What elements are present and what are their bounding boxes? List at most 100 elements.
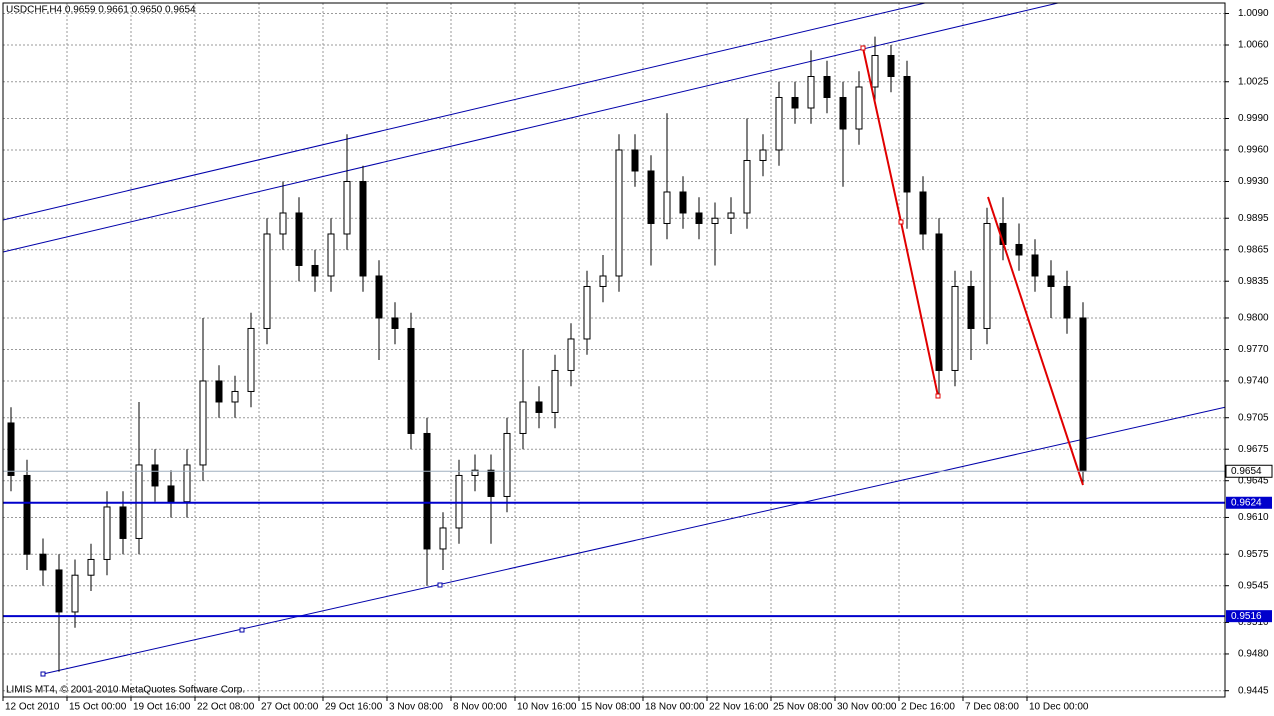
candle-body [1015,243,1023,256]
candle-body [887,54,895,77]
candle-body [439,527,447,550]
candle-body [823,75,831,98]
y-tick-label: 0.9610 [1238,512,1269,523]
y-tick-label: 0.9835 [1238,276,1269,287]
candle-body [615,149,623,277]
anchor-point [935,393,941,399]
x-tick-label: 30 Nov 00:00 [837,702,897,713]
zigzag-line [987,196,1084,486]
x-tick-label: 10 Dec 00:00 [1029,702,1089,713]
x-tick-label: 15 Oct 00:00 [69,702,127,713]
candle-body [583,285,591,340]
candle-body [1079,317,1087,472]
anchor-point [437,582,443,588]
candle-body [311,264,319,277]
candle-body [455,474,463,529]
candle-body [23,474,31,555]
y-tick-label: 1.0090 [1238,8,1269,19]
x-tick-label: 22 Oct 08:00 [197,702,255,713]
time-axis-area [0,697,1274,716]
y-tick-label: 0.9930 [1238,176,1269,187]
copyright: LIMIS MT4, © 2001-2010 MetaQuotes Softwa… [6,685,245,696]
candle-body [391,317,399,329]
candle-body [327,233,335,277]
candle-body [759,149,767,161]
x-tick-label: 12 Oct 2010 [5,702,60,713]
candle-body [727,212,735,219]
level-label-box [1226,496,1272,509]
anchor-point [40,671,46,677]
candle-body [407,327,415,434]
candle-body [199,380,207,466]
y-tick-label: 0.9575 [1238,549,1269,560]
y-tick-label: 0.9510 [1238,617,1269,628]
candle-body [263,233,271,329]
trendlines [2,2,1236,677]
candle-body [951,285,959,371]
y-tick-label: 0.9990 [1238,113,1269,124]
channel-line [2,2,926,221]
x-tick-label: 3 Nov 08:00 [389,702,443,713]
x-tick-label: 19 Oct 16:00 [133,702,191,713]
candle-body [487,469,495,497]
candle-body [919,191,927,235]
axes: 1.0090 1.0060 1.0025 0.9990 0.9960 0.9930 0.98… [2,8,1273,713]
channel-line [2,2,1059,253]
candle-body [743,159,751,214]
candle-body [423,432,431,550]
candle-body [119,506,127,539]
candle-body [231,390,239,403]
candle-body [87,558,95,576]
x-tick-label: 22 Nov 16:00 [709,702,769,713]
candle-body [551,369,559,413]
candle-body [55,569,63,613]
candle-body [791,96,799,109]
y-tick-label: 0.9545 [1238,580,1269,591]
anchor-point [898,219,904,225]
x-tick-label: 15 Nov 08:00 [581,702,641,713]
level-label-box [1226,610,1272,623]
candle-body [279,212,287,235]
x-tick-label: 8 Nov 00:00 [453,702,507,713]
candle-body [519,401,527,434]
y-tick-label: 1.0025 [1238,76,1269,87]
price-axis-area [1225,0,1274,716]
candle-body [247,327,255,392]
y-tick-label: 0.9705 [1238,412,1269,423]
candle-body [375,275,383,319]
x-tick-label: 27 Oct 00:00 [261,702,319,713]
overlay [860,45,1084,486]
candle-body [71,574,79,613]
candle-body [839,96,847,130]
candle-body [1047,275,1055,287]
plot-frame [2,2,1226,698]
y-tick-label: 0.9960 [1238,145,1269,156]
candle-body [295,212,303,266]
y-tick-label: 0.9480 [1238,649,1269,660]
candle-body [535,401,543,413]
chart-title: USDCHF,H4 0.9659 0.9661 0.9650 0.9654 [6,5,196,16]
candle-body [1063,285,1071,319]
x-tick-label: 18 Nov 00:00 [645,702,705,713]
candle-body [7,422,15,476]
level-label: 0.9516 [1231,611,1262,622]
candle-body [711,217,719,224]
bid-label: 0.9654 [1231,466,1262,477]
candle-body [343,180,351,235]
x-tick-label: 7 Dec 08:00 [965,702,1019,713]
candle-body [215,380,223,403]
candle-body [183,464,191,503]
y-tick-label: 0.9895 [1238,213,1269,224]
anchor-point [860,45,866,51]
candle-body [39,553,47,571]
x-tick-label: 29 Oct 16:00 [325,702,383,713]
x-tick-label: 10 Nov 16:00 [517,702,577,713]
candle-body [503,432,511,497]
candle-body [1031,254,1039,277]
candle-body [775,96,783,151]
candle-body [151,464,159,487]
y-tick-label: 0.9675 [1238,444,1269,455]
y-tick-label: 0.9445 [1238,685,1269,696]
